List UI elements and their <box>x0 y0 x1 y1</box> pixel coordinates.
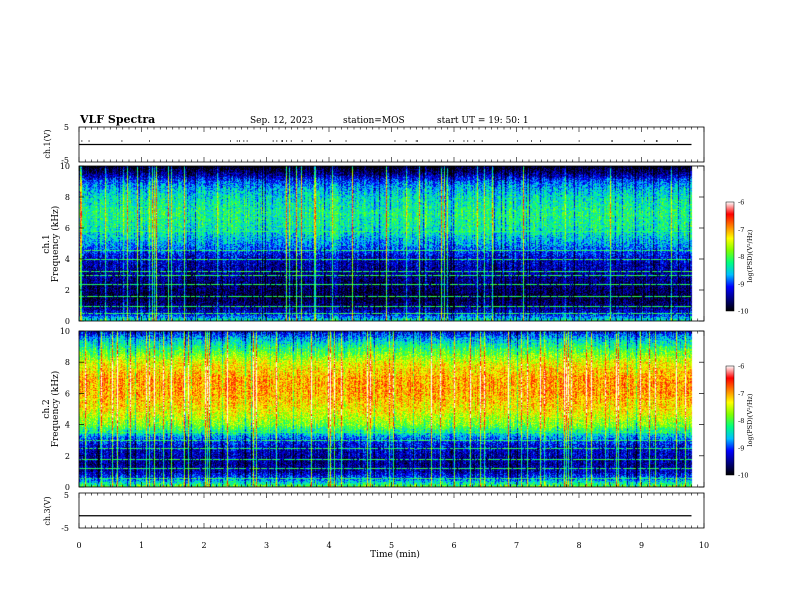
ch1-ytick-top: 5 <box>64 123 69 132</box>
ch1-waveform-panel: 5 -5 ch.1(V) <box>43 123 705 165</box>
ch2-colorbar-label: log(PSD)(V²/Hz) <box>746 393 754 446</box>
xtick-label: 3 <box>264 541 269 550</box>
xtick-label: 4 <box>326 541 331 550</box>
colorbar-tick-label: -8 <box>738 417 744 425</box>
ch3-ytick-bottom: -5 <box>61 524 69 533</box>
xtick-label: 9 <box>639 541 644 550</box>
ch3-waveform-panel: 5 -5 ch.3(V) <box>43 491 705 533</box>
xtick-label: 0 <box>76 541 81 550</box>
ytick-label: 6 <box>65 224 70 233</box>
ytick-label: 8 <box>65 358 70 367</box>
x-axis-label: Time (min) <box>370 549 420 560</box>
xtick-label: 6 <box>451 541 456 550</box>
ytick-label: 0 <box>65 483 70 492</box>
ch3-ytick-top: 5 <box>64 491 69 500</box>
figure-title: VLF Spectra <box>79 113 155 126</box>
xtick-label: 7 <box>514 541 519 550</box>
colorbar-tick-label: -8 <box>738 253 744 261</box>
ch1-colorbar <box>725 201 735 312</box>
ch2-channel-label: ch.2 <box>42 399 52 418</box>
ch2-colorbar <box>725 365 735 476</box>
ch1-frequency-label: Frequency (kHz) <box>50 206 61 283</box>
ch1-colorbar-label: log(PSD)(V²/Hz) <box>746 229 754 282</box>
colorbar-tick-label: -6 <box>738 199 744 207</box>
colorbar-tick-label: -7 <box>738 390 744 398</box>
ytick-label: 6 <box>65 389 70 398</box>
colorbar-tick-label: -9 <box>738 280 744 288</box>
ytick-label: 10 <box>60 162 70 171</box>
ytick-label: 2 <box>65 452 70 461</box>
date-label: Sep. 12, 2023 <box>250 116 313 126</box>
start-time-label: start UT = 19: 50: 1 <box>437 116 529 126</box>
ch2-frequency-label: Frequency (kHz) <box>50 371 61 448</box>
ch1-ytick-bottom: -5 <box>61 156 69 165</box>
colorbar-tick-label: -6 <box>738 363 744 371</box>
xtick-label: 5 <box>389 541 394 550</box>
ch1-spectrogram-panel: 0 2 4 6 8 10 ch.1 Frequency (kHz) -6 -7 -8 -9 -10… <box>42 162 754 326</box>
ytick-label: 4 <box>65 255 70 264</box>
ch1-waveform-ylabel: ch.1(V) <box>43 129 52 158</box>
ytick-label: 0 <box>65 317 70 326</box>
colorbar-tick-label: -9 <box>738 444 744 452</box>
xtick-label: 10 <box>699 541 709 550</box>
xtick-label: 2 <box>201 541 206 550</box>
colorbar-tick-label: -10 <box>738 472 748 480</box>
ch1-channel-label: ch.1 <box>42 234 52 253</box>
ch2-spectrogram-panel: 0 2 4 6 8 10 ch.2 Frequency (kHz) -6 -7 -8 -9 -10… <box>42 327 754 492</box>
colorbar-tick-label: -7 <box>738 226 744 234</box>
xtick-label: 8 <box>576 541 581 550</box>
ch2-spectrogram-image <box>79 331 704 487</box>
ytick-label: 8 <box>65 193 70 202</box>
ytick-label: 2 <box>65 286 70 295</box>
xtick-label: 1 <box>139 541 144 550</box>
ch3-waveform-ylabel: ch.3(V) <box>43 496 52 525</box>
ytick-label: 4 <box>65 421 70 430</box>
colorbar-tick-label: -10 <box>738 308 748 316</box>
station-label: station=MOS <box>343 116 405 126</box>
ch1-spectrogram-image <box>79 166 704 321</box>
ytick-label: 10 <box>60 327 70 336</box>
ch3-waveform-frame <box>78 492 705 529</box>
